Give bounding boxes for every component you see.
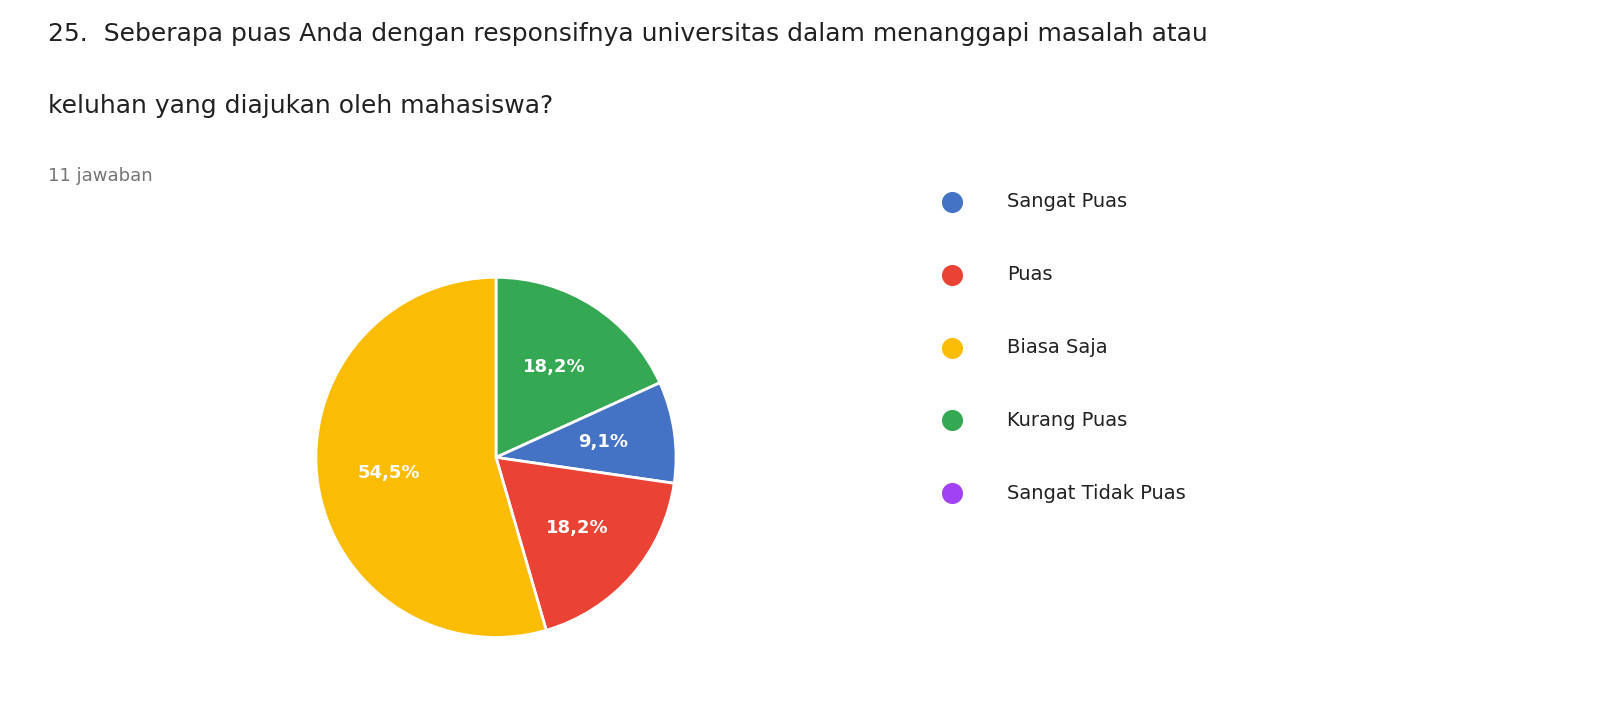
Wedge shape bbox=[496, 277, 659, 457]
Point bbox=[939, 488, 965, 499]
Text: 54,5%: 54,5% bbox=[358, 464, 421, 481]
Wedge shape bbox=[496, 383, 677, 484]
Text: 18,2%: 18,2% bbox=[546, 519, 608, 537]
Text: Puas: Puas bbox=[1006, 265, 1053, 284]
Text: keluhan yang diajukan oleh mahasiswa?: keluhan yang diajukan oleh mahasiswa? bbox=[48, 94, 554, 118]
Text: Kurang Puas: Kurang Puas bbox=[1006, 411, 1128, 430]
Wedge shape bbox=[496, 457, 674, 630]
Point bbox=[939, 342, 965, 354]
Wedge shape bbox=[315, 277, 546, 637]
Text: 9,1%: 9,1% bbox=[578, 433, 627, 451]
Point bbox=[939, 196, 965, 208]
Text: 18,2%: 18,2% bbox=[523, 357, 586, 375]
Text: Sangat Tidak Puas: Sangat Tidak Puas bbox=[1006, 484, 1186, 503]
Point bbox=[939, 415, 965, 426]
Text: 11 jawaban: 11 jawaban bbox=[48, 167, 152, 185]
Point bbox=[939, 269, 965, 280]
Text: 25.  Seberapa puas Anda dengan responsifnya universitas dalam menanggapi masalah: 25. Seberapa puas Anda dengan responsifn… bbox=[48, 22, 1208, 46]
Text: Biasa Saja: Biasa Saja bbox=[1006, 338, 1107, 357]
Text: Sangat Puas: Sangat Puas bbox=[1006, 192, 1126, 211]
